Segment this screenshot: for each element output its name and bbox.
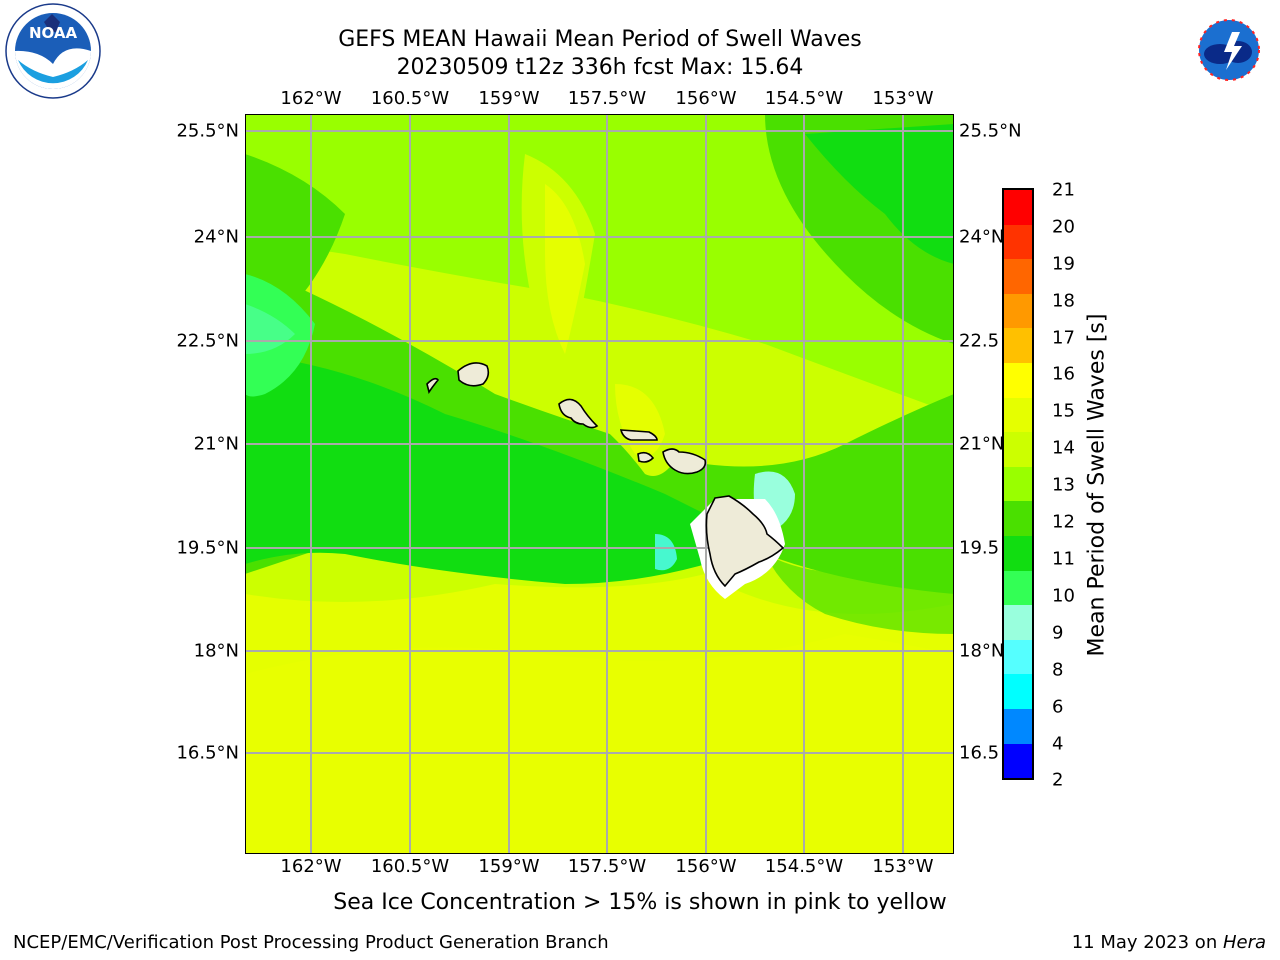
footer-date-text: 11 May 2023 on [1071,932,1223,953]
colorbar-swatch [1004,259,1032,294]
lat-label-right: 25.5°N [959,120,1022,142]
colorbar-tick: 13 [1052,474,1075,496]
colorbar-swatch [1004,674,1032,709]
colorbar-swatch [1004,293,1032,329]
island-niihau [426,377,440,394]
colorbar-label: Mean Period of Swell Waves [s] [1084,313,1110,657]
colorbar-tick: 9 [1052,622,1064,644]
colorbar-tick: 4 [1052,733,1064,755]
colorbar-tick: 17 [1052,327,1075,349]
lat-label-right: 18°N [959,640,1005,662]
colorbar-swatch [1004,708,1032,744]
swell-period-map [244,113,955,855]
lon-label-bottom: 154.5°W [764,856,844,877]
lat-label-left: 18°N [193,640,239,662]
lat-label-right: 19.5 [959,537,1000,559]
colorbar-tick: 2 [1052,769,1064,791]
lon-label-top: 162°W [280,88,342,109]
colorbar-tick: 12 [1052,511,1075,533]
lat-label-left: 19.5°N [176,537,239,559]
colorbar-tick: 20 [1052,216,1075,238]
colorbar-tick: 10 [1052,585,1075,607]
colorbar-tick: 19 [1052,253,1075,275]
colorbar-swatch [1004,432,1032,467]
lon-label-top: 157.5°W [567,88,647,109]
lat-label-left: 25.5°N [176,120,239,142]
colorbar-swatch [1004,570,1032,606]
noaa-logo-text: NOAA [28,24,78,42]
lon-label-top: 154.5°W [764,88,844,109]
noaa-logo: NOAA [4,2,102,100]
lon-label-bottom: 156°W [675,856,737,877]
map-title: GEFS MEAN Hawaii Mean Period of Swell Wa… [338,27,862,52]
colorbar-tick: 6 [1052,696,1064,718]
sea-ice-note: Sea Ice Concentration > 15% is shown in … [333,890,947,915]
island-kauai [457,362,490,387]
colorbar-swatch [1004,362,1032,398]
island-oahu [558,398,599,429]
footer-credit: NCEP/EMC/Verification Post Processing Pr… [13,932,609,953]
lon-label-top: 153°W [872,88,934,109]
colorbar-swatch [1004,397,1032,433]
lon-label-bottom: 157.5°W [567,856,647,877]
lon-label-bottom: 153°W [872,856,934,877]
lat-label-left: 24°N [193,226,239,248]
lon-label-bottom: 162°W [280,856,342,877]
lat-label-left: 16.5°N [176,742,239,764]
lat-label-right: 22.5 [959,330,1000,352]
lat-label-right: 21°N [959,433,1005,455]
colorbar-swatch [1004,743,1032,779]
colorbar-swatch [1004,328,1032,363]
colorbar-swatch [1004,190,1032,225]
lat-label-left: 21°N [193,433,239,455]
colorbar-swatch [1004,639,1032,675]
lat-label-right: 16.5 [959,742,1000,764]
colorbar-tick: 15 [1052,400,1075,422]
colorbar-tick: 18 [1052,290,1075,312]
colorbar-swatch [1004,605,1032,640]
colorbar-tick: 11 [1052,548,1075,570]
footer-host: Hera [1222,932,1266,953]
lon-label-bottom: 159°W [478,856,540,877]
colorbar-swatch [1004,224,1032,260]
lat-label-left: 22.5°N [176,330,239,352]
island-lanai [637,451,655,463]
colorbar-swatch [1004,466,1032,502]
island-hawaii [705,495,785,588]
lon-label-top: 156°W [675,88,737,109]
lon-label-top: 160.5°W [370,88,450,109]
lon-label-bottom: 160.5°W [370,856,450,877]
lon-label-top: 159°W [478,88,540,109]
colorbar-tick: 21 [1052,179,1075,201]
lat-label-right: 24°N [959,226,1005,248]
nws-logo [1180,2,1278,98]
colorbar-tick: 14 [1052,437,1075,459]
colorbar-swatch [1004,501,1032,536]
island-molokai [619,429,658,441]
island-maui [662,448,707,475]
footer-date: 11 May 2023 on Hera [1072,932,1266,953]
colorbar [1002,188,1034,780]
colorbar-tick: 16 [1052,363,1075,385]
colorbar-swatch [1004,535,1032,571]
map-subtitle: 20230509 t12z 336h fcst Max: 15.64 [396,55,804,80]
colorbar-tick: 8 [1052,659,1064,681]
